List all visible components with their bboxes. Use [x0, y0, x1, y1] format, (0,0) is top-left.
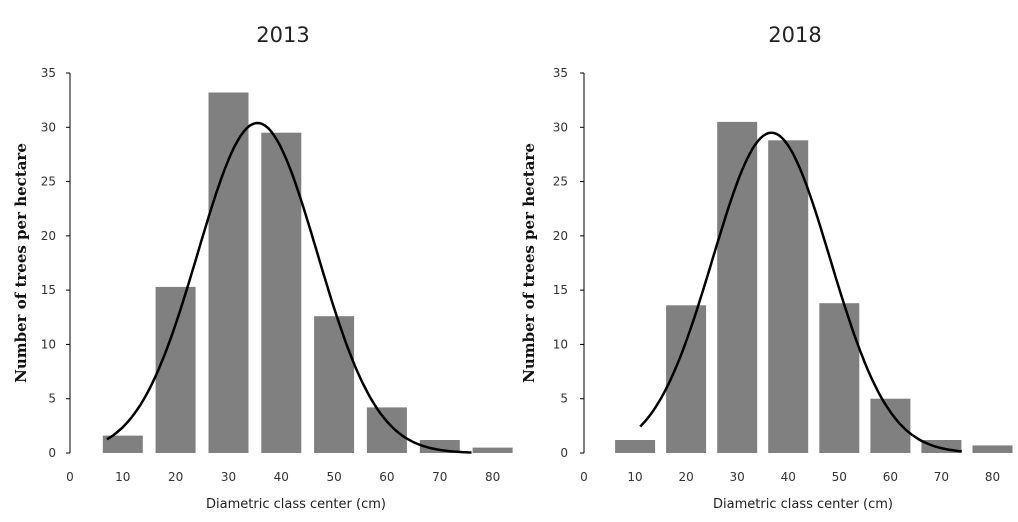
bar-50: [314, 316, 355, 453]
chart-panel-2013: 2013 0 5 10 15 20 25 30 35 0 10 20 30 40 50 60 70 80 Diame…: [12, 23, 513, 512]
y-tick-label: 35: [553, 66, 568, 80]
x-tick-label: 70: [934, 470, 949, 484]
bar-50: [819, 303, 860, 453]
fit-curve: [639, 131, 962, 453]
chart-panel-2018: 2018 0 5 10 15 20 25 30 35 0 10 20 30 40 50 60 70 80 Diame…: [520, 23, 1013, 512]
x-tick-label: 60: [883, 470, 898, 484]
y-tick-label: 25: [553, 175, 568, 189]
y-tick-label: 30: [553, 120, 568, 134]
bar-30: [208, 92, 249, 453]
bar-10: [615, 440, 656, 453]
x-tick-label: 20: [678, 470, 693, 484]
chart-title: 2018: [768, 23, 821, 47]
x-tick-label: 80: [985, 470, 1000, 484]
y-tick-label: 15: [41, 283, 56, 297]
x-tick-label: 0: [580, 470, 588, 484]
y-tick-label: 5: [48, 392, 56, 406]
y-tick-label: 0: [48, 446, 56, 460]
x-tick-label: 70: [432, 470, 447, 484]
y-axis-label: Number of trees per hectare: [520, 143, 538, 383]
bar-20: [155, 286, 196, 453]
bar-60: [870, 398, 911, 453]
x-tick-label: 50: [832, 470, 847, 484]
y-tick-label: 25: [41, 175, 56, 189]
y-tick-label: 5: [560, 392, 568, 406]
chart-title: 2013: [256, 23, 309, 47]
bar-40: [261, 132, 302, 453]
y-axis-label: Number of trees per hectare: [12, 143, 30, 383]
x-tick-label: 30: [730, 470, 745, 484]
bar-80: [472, 447, 513, 453]
x-tick-label: 0: [66, 470, 74, 484]
x-tick-label: 10: [115, 470, 130, 484]
y-tick-label: 20: [41, 229, 56, 243]
bar-20: [666, 305, 707, 453]
y-tick-label: 0: [560, 446, 568, 460]
bar-40: [768, 140, 809, 454]
y-tick-label: 35: [41, 66, 56, 80]
y-tick-label: 10: [41, 337, 56, 351]
bar-80: [972, 445, 1013, 453]
bar-10: [102, 435, 143, 453]
bar-30: [717, 121, 758, 454]
y-tick-label: 15: [553, 283, 568, 297]
x-tick-label: 40: [781, 470, 796, 484]
x-tick-label: 10: [627, 470, 642, 484]
x-tick-label: 20: [168, 470, 183, 484]
y-tick-label: 30: [41, 120, 56, 134]
x-axis-label: Diametric class center (cm): [206, 497, 386, 512]
y-tick-label: 10: [553, 337, 568, 351]
x-axis-label: Diametric class center (cm): [713, 497, 893, 512]
y-tick-label: 20: [553, 229, 568, 243]
x-tick-label: 80: [485, 470, 500, 484]
x-tick-label: 60: [379, 470, 394, 484]
x-tick-label: 50: [326, 470, 341, 484]
fit-curve: [106, 121, 472, 454]
x-tick-label: 40: [274, 470, 289, 484]
bar-60: [366, 407, 407, 453]
x-tick-label: 30: [221, 470, 236, 484]
bar-70: [419, 440, 460, 453]
